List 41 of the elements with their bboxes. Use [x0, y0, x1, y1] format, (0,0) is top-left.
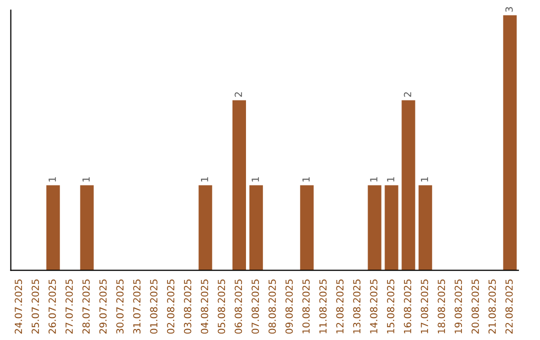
x-tick-label: 26.07.2025: [48, 279, 56, 334]
data-label: 1: [252, 177, 259, 182]
x-tick-label: 30.07.2025: [116, 279, 124, 334]
data-label: 2: [404, 92, 412, 97]
x-tick-label: 12.08.2025: [336, 279, 344, 334]
x-tick-label: 13.08.2025: [353, 279, 360, 334]
x-tick-label: 15.08.2025: [386, 279, 394, 334]
x-tick-label: 09.08.2025: [285, 279, 293, 334]
x-tick-label: 29.07.2025: [99, 279, 107, 334]
x-tick-label: 14.08.2025: [370, 279, 378, 334]
x-tick-label: 21.08.2025: [488, 279, 496, 334]
x-tick-label: 01.08.2025: [150, 279, 158, 334]
x-tick-label: 07.08.2025: [252, 279, 259, 334]
x-tick-label: 06.08.2025: [234, 279, 242, 334]
x-tick-label: 25.07.2025: [32, 279, 39, 334]
x-tick-label: 27.07.2025: [65, 279, 73, 334]
x-tick-label: 03.08.2025: [184, 279, 192, 334]
data-label: 1: [302, 177, 310, 182]
data-label: 1: [48, 177, 56, 182]
data-label: 1: [370, 177, 378, 182]
x-tick-label: 10.08.2025: [302, 279, 310, 334]
data-label: 1: [387, 177, 394, 182]
x-tick-label: 02.08.2025: [167, 279, 174, 334]
data-label: 2: [234, 92, 242, 97]
data-label: 1: [200, 177, 208, 182]
x-tick-label: 19.08.2025: [454, 279, 462, 334]
data-label: 1: [82, 177, 90, 182]
data-label: 3: [505, 7, 513, 12]
data-label: 1: [420, 177, 428, 182]
x-tick-label: 11.08.2025: [319, 279, 327, 334]
x-tick-label: 22.08.2025: [505, 279, 513, 334]
x-tick-label: 08.08.2025: [268, 279, 276, 334]
x-tick-label: 05.08.2025: [218, 279, 226, 334]
x-tick-label: 18.08.2025: [438, 279, 446, 334]
x-tick-label: 20.08.2025: [472, 279, 479, 334]
x-tick-label: 31.07.2025: [133, 279, 141, 334]
x-tick-label: 28.07.2025: [82, 279, 90, 334]
x-tick-label: 24.07.2025: [14, 279, 22, 334]
x-tick-label: 17.08.2025: [420, 279, 428, 334]
x-tick-label: 16.08.2025: [404, 279, 412, 334]
x-tick-label: 04.08.2025: [200, 279, 208, 334]
